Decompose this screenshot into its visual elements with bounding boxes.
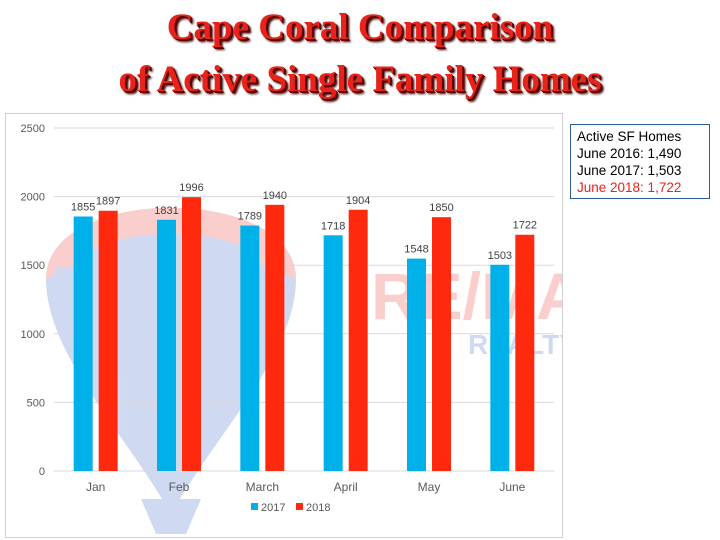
- data-label: 1904: [346, 195, 370, 207]
- x-tick-label: June: [499, 480, 525, 494]
- bar-2017-may: [407, 258, 426, 471]
- bar-2017-march: [240, 225, 260, 471]
- data-label: 1850: [429, 202, 453, 214]
- chart-title-line-2: of Active Single Family Homes: [118, 59, 602, 100]
- bar-2017-april: [323, 235, 343, 471]
- info-line-heading: Active SF Homes: [577, 129, 682, 144]
- info-line-2017: June 2017: 1,503: [577, 163, 682, 178]
- y-tick-label: 1500: [21, 260, 45, 272]
- info-line-2016: June 2016: 1,490: [577, 146, 682, 161]
- bar-2017-june: [490, 264, 510, 471]
- data-label: 1722: [513, 220, 537, 232]
- data-label: 1548: [404, 244, 428, 256]
- chart-title-line-1: Cape Coral Comparison: [166, 7, 554, 48]
- legend: 2017 2018: [251, 502, 330, 514]
- y-tick-label: 2500: [21, 123, 45, 135]
- data-label: 1996: [179, 182, 203, 194]
- bar-chart: RE/MAX RE/MAX REALTY TEAM 0 500 1000 1500 20…: [21, 123, 562, 534]
- x-axis: Jan Feb March April May June: [86, 480, 526, 494]
- info-line-2018: June 2018: 1,722: [577, 180, 682, 195]
- data-label: 1718: [321, 220, 345, 232]
- bar-2018-june: [515, 234, 535, 471]
- data-label: 1855: [71, 201, 95, 213]
- chart-area: RE/MAX RE/MAX REALTY TEAM 0 500 1000 1500 20…: [5, 113, 563, 538]
- y-tick-label: 0: [39, 466, 45, 478]
- bars: [73, 197, 535, 471]
- y-tick-label: 500: [27, 397, 45, 409]
- bar-2017-feb: [157, 219, 176, 471]
- y-tick-label: 1000: [21, 329, 45, 341]
- x-tick-label: Jan: [86, 480, 105, 494]
- bar-2018-march: [265, 204, 285, 471]
- x-tick-label: Feb: [169, 480, 190, 494]
- bar-2017-jan: [73, 216, 93, 471]
- x-tick-label: April: [334, 480, 358, 494]
- legend-swatch-2017: [251, 503, 258, 510]
- legend-label: 2018: [306, 502, 330, 514]
- legend-label: 2017: [261, 502, 285, 514]
- data-label: 1897: [96, 196, 120, 208]
- y-tick-label: 2000: [21, 192, 45, 204]
- bar-2018-may: [432, 217, 451, 471]
- legend-swatch-2018: [296, 503, 303, 510]
- active-sf-homes-box: Active SF Homes June 2016: 1,490 June 20…: [570, 124, 710, 199]
- gridlines: [54, 127, 554, 472]
- bar-2018-april: [348, 209, 368, 471]
- bar-2018-feb: [182, 197, 201, 471]
- bar-2018-jan: [98, 210, 118, 471]
- x-tick-label: March: [246, 480, 279, 494]
- x-tick-label: May: [418, 480, 441, 494]
- y-axis: 0 500 1000 1500 2000 2500: [21, 123, 45, 478]
- remax-watermark: RE/MAX RE/MAX REALTY TEAM: [46, 207, 562, 534]
- data-label: 1503: [488, 250, 512, 262]
- data-label: 1831: [154, 205, 178, 217]
- data-label: 1789: [238, 211, 262, 223]
- data-label: 1940: [263, 190, 287, 202]
